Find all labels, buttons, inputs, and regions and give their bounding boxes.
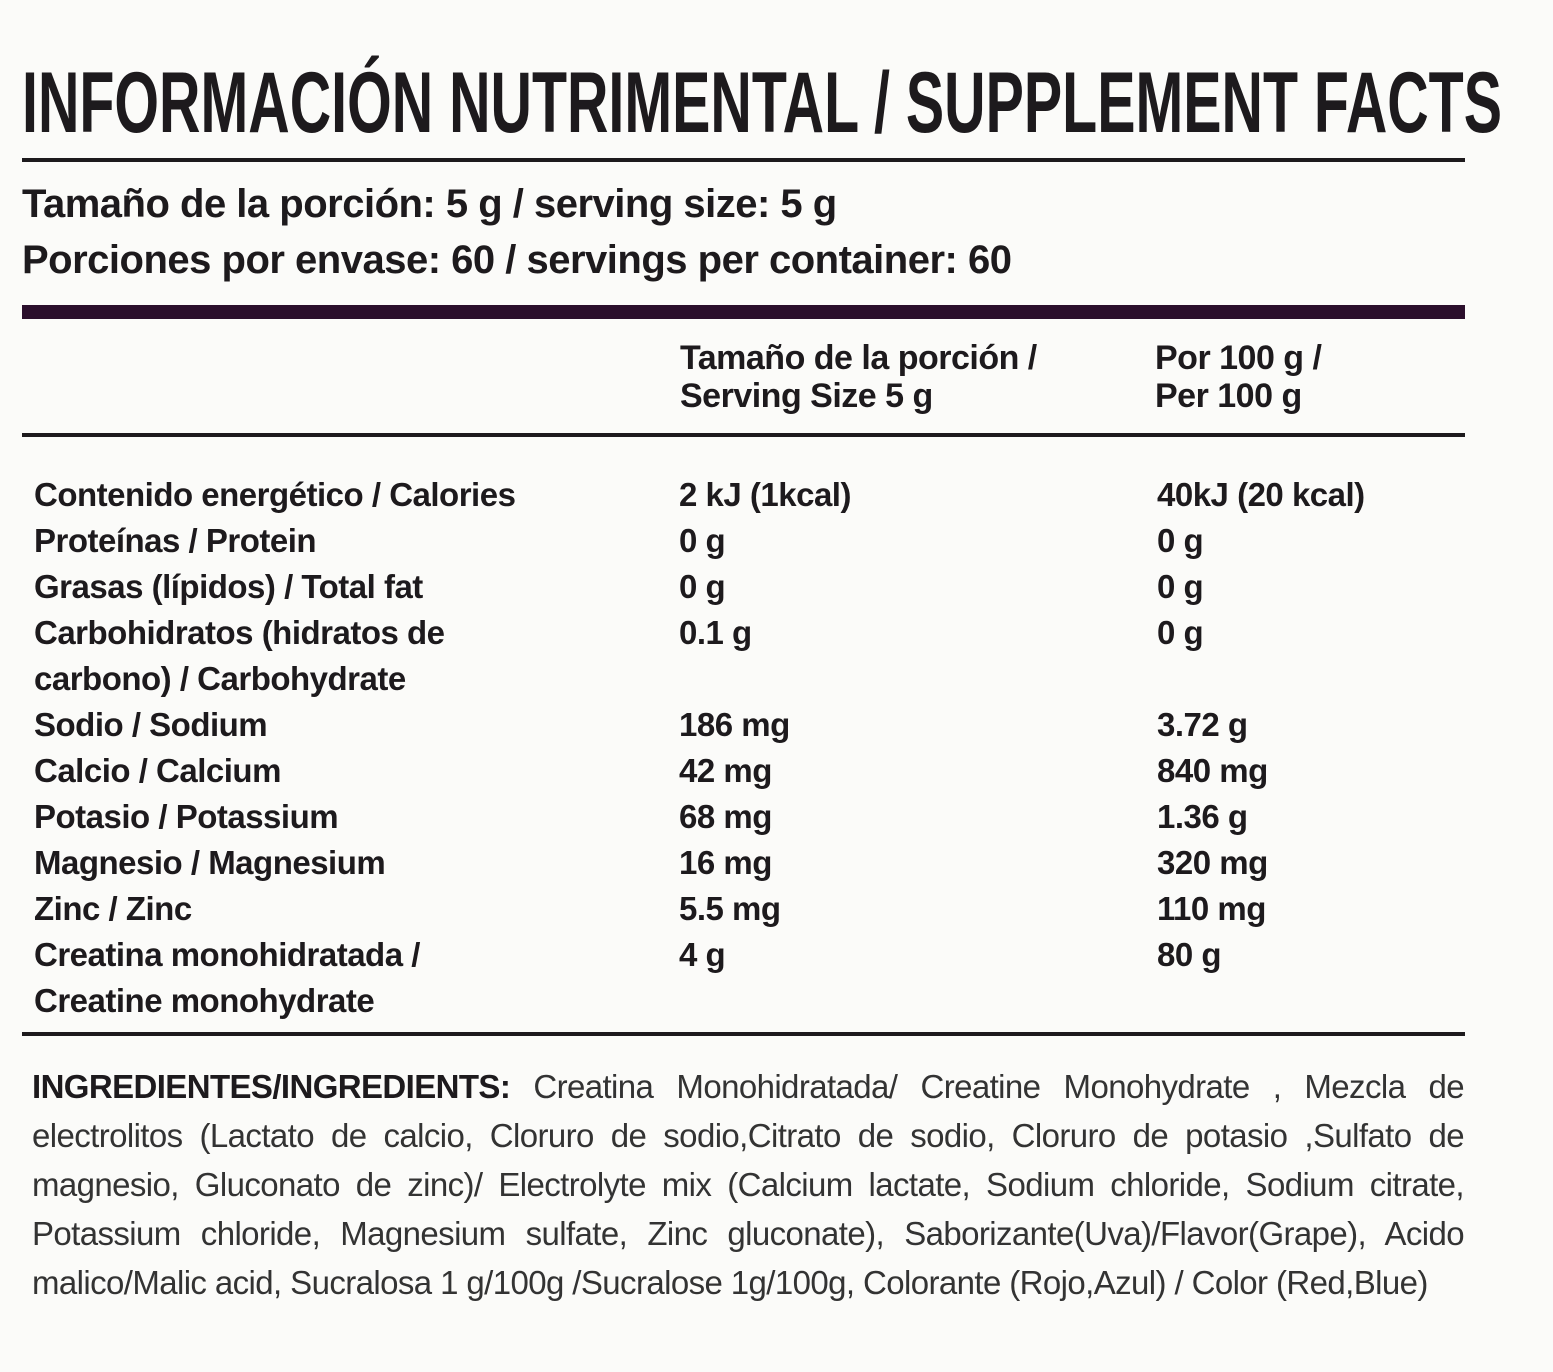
ingredients: INGREDIENTES/INGREDIENTS: Creatina Monoh… <box>32 1062 1465 1307</box>
column-header: Serving Size 5 g <box>680 377 933 415</box>
column-header: Tamaño de la porción / <box>680 339 1037 377</box>
nutrient-name: Contenido energético / Calories <box>34 476 516 513</box>
per100-value: 1.36 g <box>1157 798 1248 835</box>
ingredients-text: Creatina Monohidratada/ Creatine Monohyd… <box>32 1068 1465 1301</box>
column-header: Por 100 g / <box>1155 339 1322 377</box>
serving-value: 2 kJ (1kcal) <box>679 476 851 513</box>
per100-value: 3.72 g <box>1157 706 1248 743</box>
serving-value: 186 mg <box>679 706 790 743</box>
per100-value: 0 g <box>1157 614 1204 651</box>
nutrient-name: Creatina monohidratada / <box>34 936 420 973</box>
title: INFORMACIÓN NUTRIMENTAL / SUPPLEMENT FAC… <box>22 55 1502 150</box>
nutrient-name: Carbohidratos (hidratos de <box>34 614 445 651</box>
serving-value: 0 g <box>679 522 726 559</box>
per100-value: 80 g <box>1157 936 1222 973</box>
per100-value: 320 mg <box>1157 844 1268 881</box>
nutrient-name: Calcio / Calcium <box>34 752 281 789</box>
serving-value: 5.5 mg <box>679 890 781 927</box>
nutrient-row: Calcio / Calcium 42 mg 840 mg <box>34 748 1454 794</box>
nutrient-name: Proteínas / Protein <box>34 522 317 559</box>
nutrient-name: carbono) / Carbohydrate <box>34 660 406 697</box>
per100-value: 0 g <box>1157 522 1204 559</box>
ingredients-heading: INGREDIENTES/INGREDIENTS: <box>32 1068 511 1105</box>
nutrient-name: Potasio / Potassium <box>34 798 339 835</box>
thick-divider <box>22 305 1465 319</box>
title-box: INFORMACIÓN NUTRIMENTAL / SUPPLEMENT FAC… <box>22 55 1502 150</box>
serving-value: 4 g <box>679 936 726 973</box>
nutrient-row: Contenido energético / Calories 2 kJ (1kc… <box>34 472 1454 518</box>
nutrient-row: Carbohidratos (hidratos de carbono) / Car… <box>34 610 1454 702</box>
serving-size: Tamaño de la porción: 5 g / serving size… <box>22 182 837 226</box>
nutrient-row: Proteínas / Protein 0 g 0 g <box>34 518 1454 564</box>
nutrient-name: Sodio / Sodium <box>34 706 268 743</box>
nutrient-row: Zinc / Zinc 5.5 mg 110 mg <box>34 886 1454 932</box>
divider <box>22 433 1465 437</box>
nutrient-row: Sodio / Sodium 186 mg 3.72 g <box>34 702 1454 748</box>
nutrient-name: Magnesio / Magnesium <box>34 844 386 881</box>
nutrient-row: Grasas (lípidos) / Total fat 0 g 0 g <box>34 564 1454 610</box>
nutrient-row: Creatina monohidratada / Creatine monohyd… <box>34 932 1454 1024</box>
per100-value: 0 g <box>1157 568 1204 605</box>
per100-value: 840 mg <box>1157 752 1268 789</box>
per100-value: 40kJ (20 kcal) <box>1157 476 1365 513</box>
serving-value: 0.1 g <box>679 614 752 651</box>
nutrient-row: Magnesio / Magnesium 16 mg 320 mg <box>34 840 1454 886</box>
serving-value: 68 mg <box>679 798 772 835</box>
serving-value: 16 mg <box>679 844 772 881</box>
per100-value: 110 mg <box>1157 890 1266 927</box>
divider <box>22 1032 1465 1036</box>
column-header: Per 100 g <box>1155 377 1302 415</box>
nutrient-row: Potasio / Potassium 68 mg 1.36 g <box>34 794 1454 840</box>
nutrient-name: Creatine monohydrate <box>34 982 375 1019</box>
serving-value: 42 mg <box>679 752 772 789</box>
servings-per-container: Porciones por envase: 60 / servings per … <box>22 238 1012 282</box>
nutrient-name: Zinc / Zinc <box>34 890 192 927</box>
nutrient-name: Grasas (lípidos) / Total fat <box>34 568 423 605</box>
divider <box>22 158 1465 162</box>
serving-value: 0 g <box>679 568 726 605</box>
